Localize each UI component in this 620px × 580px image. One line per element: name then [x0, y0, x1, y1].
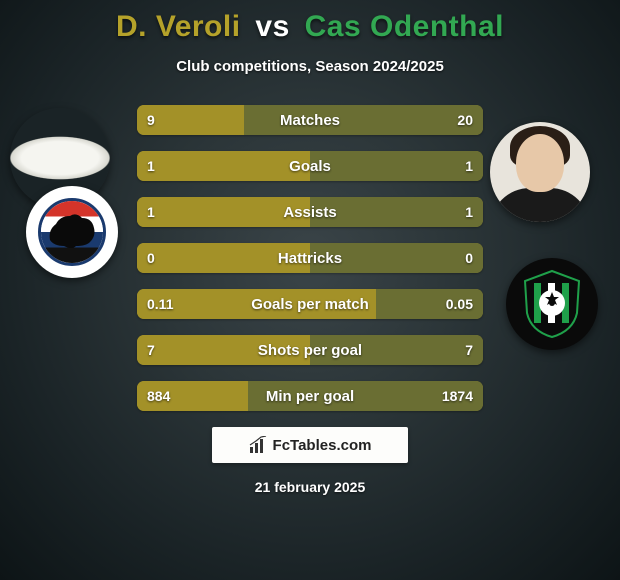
stat-bar-right [310, 197, 483, 227]
stat-row: Min per goal8841874 [137, 381, 483, 411]
stat-row: Matches920 [137, 105, 483, 135]
subtitle: Club competitions, Season 2024/2025 [0, 58, 620, 75]
stat-bar-right [310, 335, 483, 365]
brand-badge: FcTables.com [212, 427, 408, 463]
player1-name: D. Veroli [116, 10, 241, 43]
player2-name: Cas Odenthal [305, 10, 504, 43]
stat-bar-left [137, 243, 310, 273]
stat-row: Shots per goal77 [137, 335, 483, 365]
brand-text: FcTables.com [273, 437, 372, 454]
stat-row: Goals11 [137, 151, 483, 181]
stat-bar-right [376, 289, 483, 319]
stat-bar-left [137, 289, 376, 319]
stat-bar-right [248, 381, 483, 411]
stat-bar-left [137, 381, 248, 411]
stat-bar-right [310, 243, 483, 273]
stat-row: Assists11 [137, 197, 483, 227]
chart-icon [249, 436, 267, 454]
player1-club-badge [26, 186, 118, 278]
stat-row: Goals per match0.110.05 [137, 289, 483, 319]
date-text: 21 february 2025 [0, 479, 620, 495]
player2-avatar [490, 122, 590, 222]
stat-bar-left [137, 151, 310, 181]
stat-bar-right [244, 105, 483, 135]
vs-text: vs [255, 10, 289, 43]
stats-container: Matches920 Goals11 Assists11 Hattricks00 Goa… [137, 105, 483, 411]
stat-bar-left [137, 197, 310, 227]
player2-club-badge [506, 258, 598, 350]
stat-bar-left [137, 335, 310, 365]
stat-row: Hattricks00 [137, 243, 483, 273]
stat-bar-left [137, 105, 244, 135]
comparison-title: D. Veroli vs Cas Odenthal [0, 0, 620, 44]
stat-bar-right [310, 151, 483, 181]
